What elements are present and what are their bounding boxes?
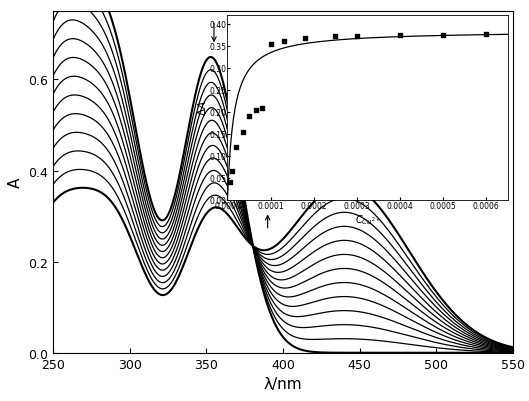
Point — [301, 36, 309, 42]
Point — [353, 33, 361, 40]
Point — [439, 33, 448, 39]
Point — [245, 114, 253, 120]
Point — [267, 41, 275, 48]
Point — [258, 105, 266, 111]
Point — [331, 34, 340, 41]
X-axis label: λ/nm: λ/nm — [263, 376, 303, 391]
Point — [251, 107, 260, 113]
Point — [227, 169, 236, 175]
X-axis label: $C_{Cu^{2+}}$: $C_{Cu^{2+}}$ — [355, 212, 380, 226]
Point — [482, 32, 490, 38]
Point — [225, 180, 234, 186]
Point — [239, 129, 247, 136]
Y-axis label: $\Delta A$: $\Delta A$ — [196, 101, 208, 116]
Point — [396, 33, 404, 39]
Y-axis label: A: A — [7, 177, 23, 188]
Point — [279, 39, 288, 46]
Point — [232, 145, 240, 151]
